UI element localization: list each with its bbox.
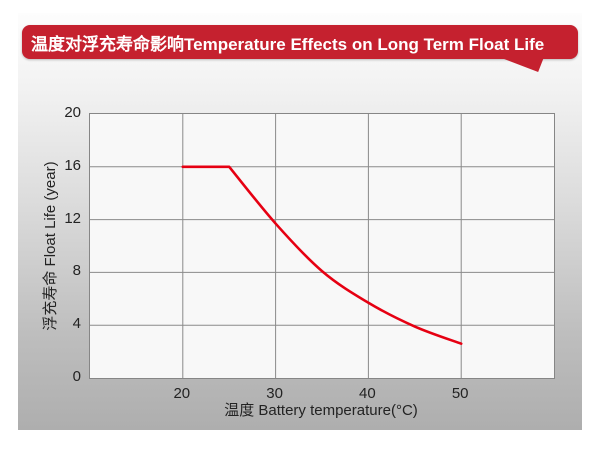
float-life-curve (181, 165, 463, 345)
plot-area (89, 113, 555, 379)
y-tick-label: 4 (72, 315, 81, 333)
page-title: 温度对浮充寿命影响Temperature Effects on Long Ter… (31, 34, 545, 54)
x-tick-label: 20 (173, 385, 191, 402)
x-tick-label: 50 (451, 385, 469, 402)
x-axis-title: 温度 Battery temperature(°C) (224, 402, 418, 419)
y-tick-label: 12 (64, 209, 81, 227)
y-tick-label: 0 (72, 368, 81, 385)
chart-canvas (90, 114, 554, 378)
x-tick-label: 40 (359, 385, 376, 402)
y-tick-label: 8 (72, 262, 81, 280)
y-tick-label: 16 (64, 156, 81, 174)
title-banner: 温度对浮充寿命影响Temperature Effects on Long Ter… (22, 25, 578, 59)
y-axis-title: 浮充寿命 Float Life (year) (42, 161, 59, 331)
x-tick-label: 30 (266, 385, 283, 402)
y-tick-label: 20 (64, 104, 81, 121)
